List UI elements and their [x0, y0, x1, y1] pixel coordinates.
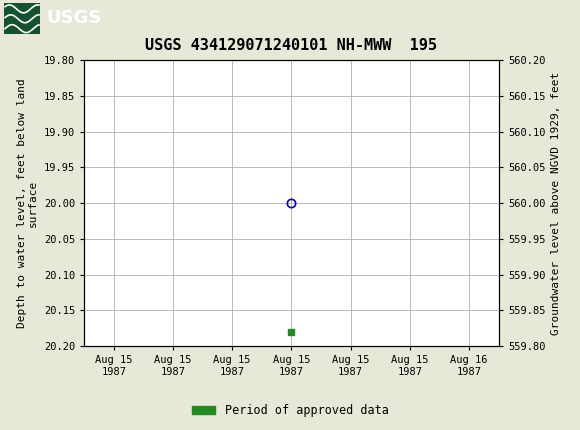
- Y-axis label: Groundwater level above NGVD 1929, feet: Groundwater level above NGVD 1929, feet: [551, 71, 561, 335]
- Bar: [4, 3, 40, 34]
- Text: USGS: USGS: [46, 9, 102, 27]
- Title: USGS 434129071240101 NH-MWW  195: USGS 434129071240101 NH-MWW 195: [146, 38, 437, 53]
- Y-axis label: Depth to water level, feet below land
surface: Depth to water level, feet below land su…: [17, 78, 38, 328]
- Legend: Period of approved data: Period of approved data: [187, 399, 393, 422]
